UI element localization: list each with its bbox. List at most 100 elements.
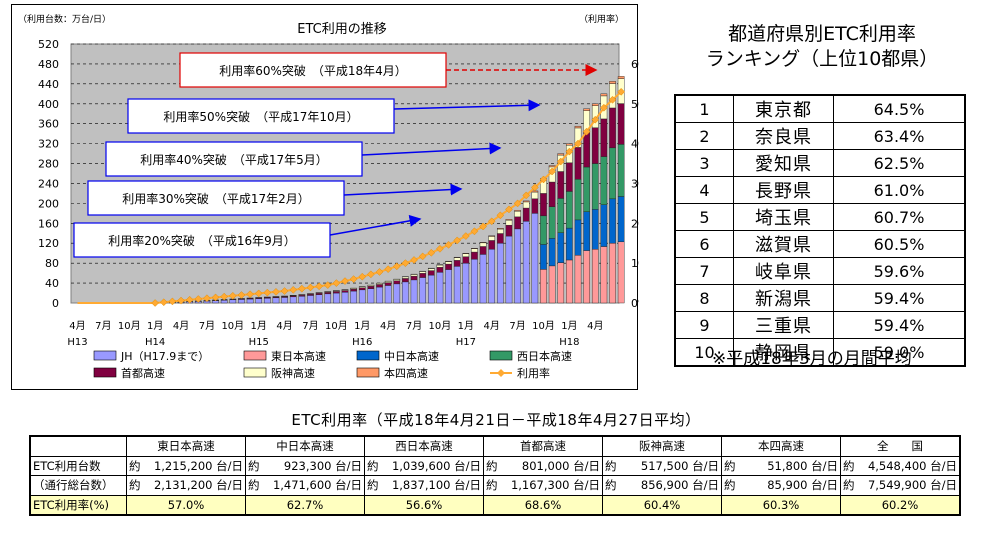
bar-segment [488,236,496,241]
ranking-rank: 9 [674,311,734,339]
cell-value: 1,837,100 台/日 [391,478,481,493]
ranking-rank: 2 [674,122,734,150]
y2-tick-label: 20% [631,217,639,230]
approx-prefix: 約 [367,458,379,473]
table-cell: 約 7,549,900 台/日 [840,475,961,496]
x-tick-label: 10月 [325,320,348,332]
bar-segment [574,179,582,221]
x-year-label: H13 [67,337,87,348]
bar-segment [548,238,556,267]
callout-text: 利用率20%突破 （平成16年9月） [108,233,296,248]
bar-segment [333,292,340,304]
y-tick-label: 320 [38,138,59,151]
bottom-table-title: ETC利用率（平成18年4月21日－平成18年4月27日平均） [291,411,701,429]
bar-segment [479,254,487,304]
table-header-cell: 本四高速 [721,435,841,457]
bar-segment [238,299,245,304]
bar-segment [358,287,366,291]
bar-segment [376,284,383,288]
approx-prefix: 約 [605,458,617,473]
bar-segment [272,297,280,304]
bar-segment [497,228,504,234]
ranking-title-line2: ランキング（上位10都県） [705,48,939,70]
bar-segment [445,269,452,304]
rate-marker [358,272,367,281]
bar-segment [367,286,375,289]
bar-segment [600,118,608,157]
legend-marker [497,369,505,377]
approx-prefix: 約 [367,478,379,493]
rate-marker [496,211,505,220]
ranking-pref: 静岡県 [733,338,834,367]
rate-marker [272,287,280,296]
bar-segment [557,262,565,304]
rate-marker [332,279,341,287]
approx-prefix: 約 [486,458,498,473]
table-cell: 約 51,800 台/日 [721,455,841,476]
legend-swatch [93,367,117,378]
cell-value: 4,548,400 台/日 [867,458,957,473]
approx-prefix: 約 [605,478,617,493]
bar-segment [591,127,599,164]
cell-value: 517,500 台/日 [640,458,719,473]
cell-value: 1,167,300 台/日 [510,478,600,493]
bar-segment [583,211,590,251]
ranking-rate: 63.4% [833,122,966,150]
cell-value: 7,549,900 台/日 [867,478,957,493]
legend-swatch [243,367,267,378]
bar-segment [566,259,573,304]
ranking-rank: 5 [674,203,734,231]
bar-segment [462,262,470,304]
bar-segment [350,288,357,292]
rate-marker [539,175,548,184]
x-tick-label: 4月 [587,320,603,332]
cell-value: 856,900 台/日 [640,478,719,493]
bar-segment [453,266,461,304]
y-tick-label: 400 [38,98,59,111]
bar-segment [393,283,401,304]
rate-marker [505,205,513,214]
rate-marker [565,147,574,156]
table-cell: 約 1,471,600 台/日 [245,475,365,496]
table-cell: 60.2% [840,494,961,516]
table-cell: 約 1,215,200 台/日 [126,455,246,476]
rate-marker [211,293,220,302]
ranking-rate: 60.7% [833,203,966,231]
y-tick-label: 280 [38,158,59,171]
x-year-label: H14 [145,337,165,348]
ranking-pref: 三重県 [733,311,834,339]
rate-marker [375,268,384,276]
ranking-title: 都道府県別ETC利用率 ランキング（上位10都県） [672,22,972,72]
bar-segment [436,272,444,304]
bar-segment [436,267,444,273]
bar-segment [471,258,478,304]
legend-label: 中日本高速 [384,349,439,363]
ranking-title-line1: 都道府県別ETC利用率 [728,23,916,45]
rate-line [77,91,622,304]
bar-segment [471,248,478,249]
table-cell: 約 923,300 台/日 [245,455,365,476]
callout-box [87,180,345,216]
x-tick-label: 10月 [118,320,141,332]
bar-segment [419,277,426,304]
bar-segment [289,296,297,304]
bar-segment [315,293,323,295]
bar-segment [462,256,470,264]
y2-tick-label: 0% [631,297,639,310]
callout-box [179,52,447,88]
rate-marker [487,217,496,226]
table-cell: 約 2,131,200 台/日 [126,475,246,496]
etc-rate-table: 東日本高速 中日本高速 西日本高速 首都高速 阪神高速 本四高速全 国 ETC利用台数約 1… [29,435,961,516]
ranking-row: 1 東京都 64.5% [674,94,966,123]
callout-arrow [329,214,422,236]
x-tick-label: 1月 [458,320,474,332]
table-cell: 約 856,900 台/日 [602,475,722,496]
ranking-rate: 61.0% [833,176,966,204]
x-tick-label: 1月 [251,320,267,332]
bar-segment [453,257,461,261]
rate-marker [159,298,168,307]
rate-marker [513,199,522,208]
bar-segment [583,166,590,212]
bar-segment [548,206,556,239]
bar-segment [445,261,452,265]
